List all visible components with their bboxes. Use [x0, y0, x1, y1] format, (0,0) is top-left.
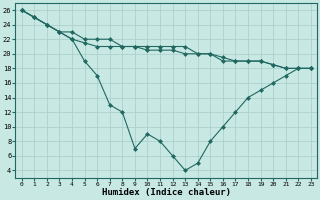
X-axis label: Humidex (Indice chaleur): Humidex (Indice chaleur)	[102, 188, 231, 197]
